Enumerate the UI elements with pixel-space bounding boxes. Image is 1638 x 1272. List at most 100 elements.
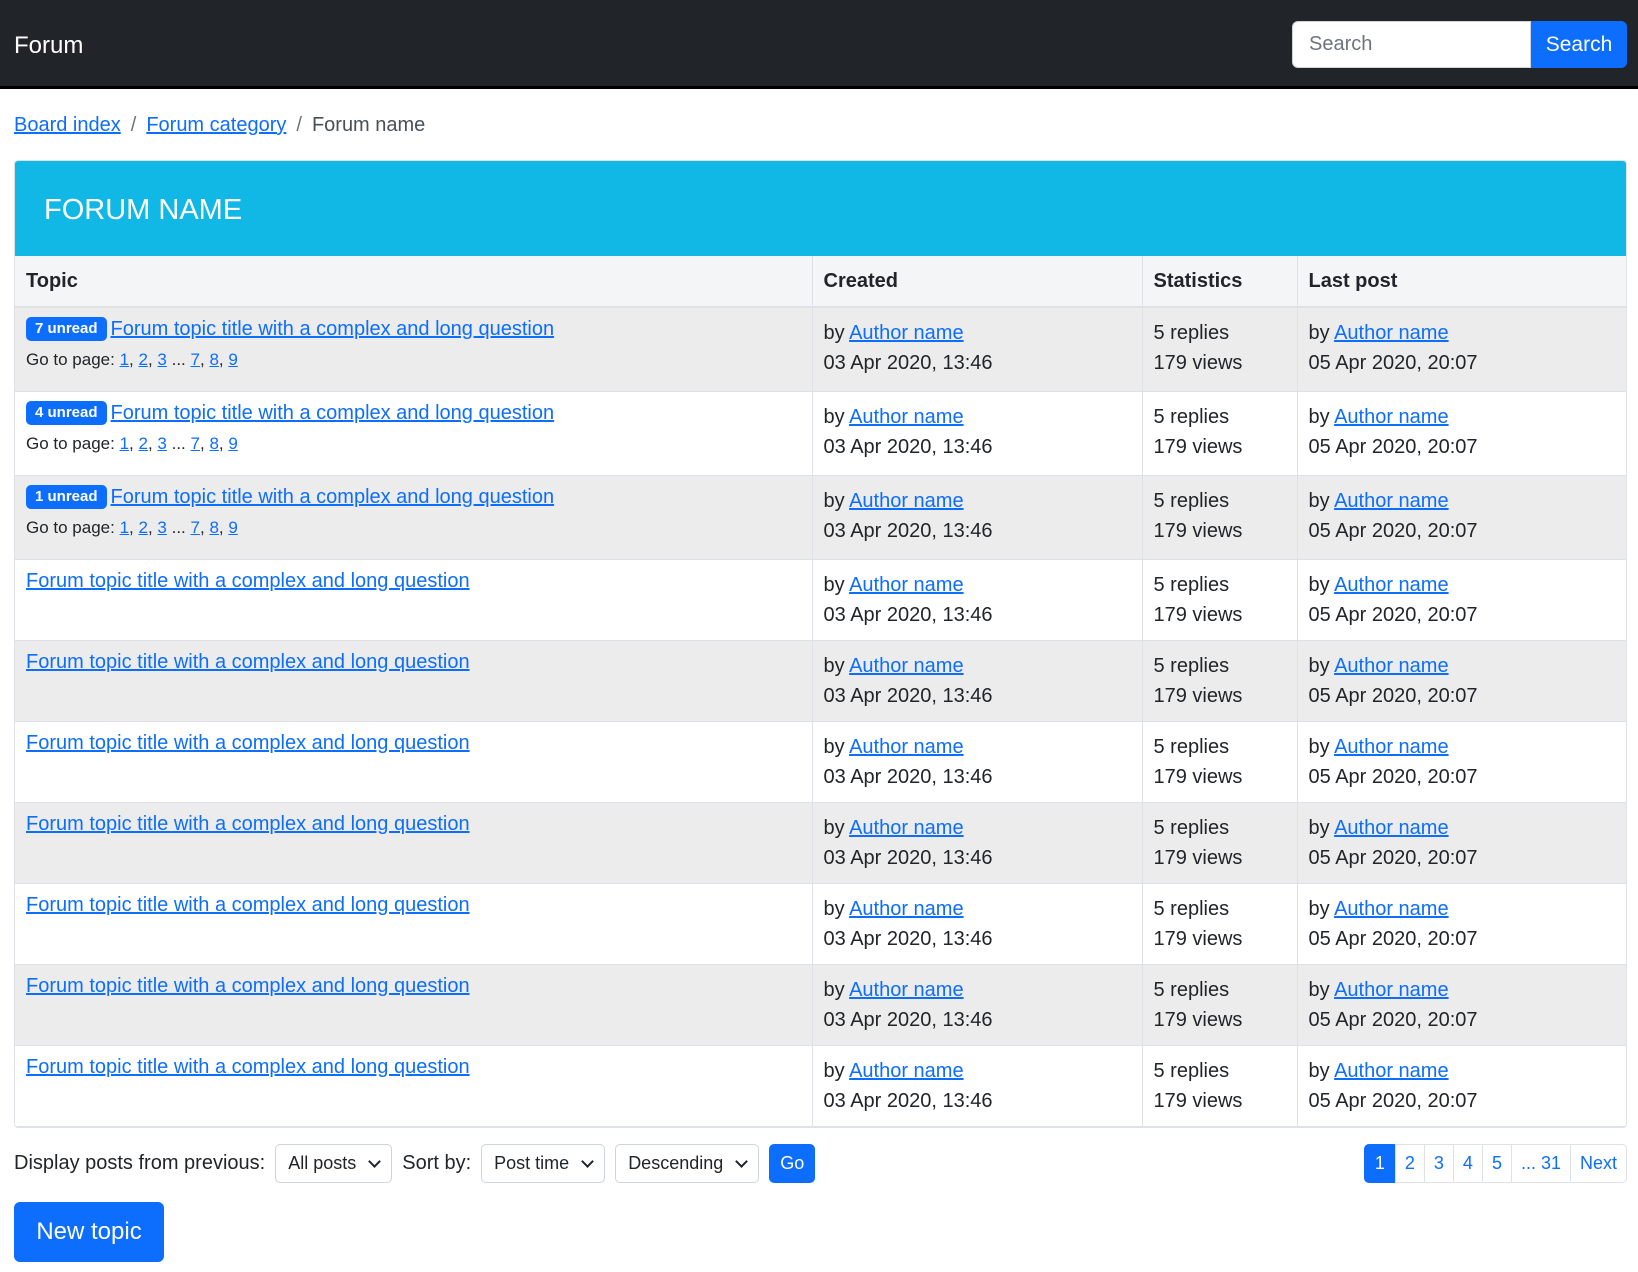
- topic-title-link[interactable]: Forum topic title with a complex and lon…: [26, 974, 470, 997]
- topic-title-link[interactable]: Forum topic title with a complex and lon…: [26, 731, 470, 754]
- last-post-cell: by Author name 05 Apr 2020, 20:07: [1297, 1045, 1626, 1127]
- last-post-date: 05 Apr 2020, 20:07: [1308, 1008, 1478, 1031]
- new-topic-button[interactable]: New topic: [14, 1202, 164, 1262]
- by-label: by: [823, 573, 845, 596]
- page-2[interactable]: 2: [1394, 1144, 1425, 1183]
- created-cell: by Author name 03 Apr 2020, 13:46: [812, 721, 1143, 803]
- created-date: 03 Apr 2020, 13:46: [823, 352, 993, 374]
- goto-page-link[interactable]: 7: [190, 433, 200, 453]
- page-5[interactable]: 5: [1481, 1144, 1512, 1183]
- display-label: Display posts from previous:: [14, 1152, 266, 1174]
- replies-count: 5 replies: [1153, 735, 1230, 758]
- author-link[interactable]: Author name: [849, 489, 964, 512]
- topic-title-link[interactable]: Forum topic title with a complex and lon…: [26, 569, 470, 592]
- page-3[interactable]: 3: [1423, 1144, 1454, 1183]
- last-author-link[interactable]: Author name: [1334, 322, 1449, 344]
- by-label: by: [1308, 489, 1330, 512]
- topic-title-link[interactable]: Forum topic title with a complex and lon…: [26, 893, 470, 916]
- author-link[interactable]: Author name: [849, 897, 964, 920]
- goto-page-link[interactable]: 8: [209, 517, 219, 537]
- topic-cell: Forum topic title with a complex and lon…: [15, 640, 813, 722]
- select-value: Post time: [494, 1153, 570, 1173]
- author-link[interactable]: Author name: [849, 816, 964, 839]
- topic-title-link[interactable]: Forum topic title with a complex and lon…: [26, 650, 470, 673]
- goto-page-link[interactable]: 2: [138, 350, 148, 369]
- topic-title-link[interactable]: Forum topic title with a complex and lon…: [110, 485, 555, 508]
- goto-page-link[interactable]: 3: [157, 517, 167, 537]
- goto-page-link[interactable]: 9: [228, 517, 238, 537]
- views-count: 179 views: [1153, 603, 1243, 626]
- author-link[interactable]: Author name: [849, 978, 964, 1001]
- last-author-link[interactable]: Author name: [1334, 405, 1449, 428]
- search-input[interactable]: [1292, 21, 1531, 68]
- last-post-date: 05 Apr 2020, 20:07: [1308, 1089, 1478, 1112]
- last-author-link[interactable]: Author name: [1334, 735, 1449, 758]
- last-author-link[interactable]: Author name: [1334, 489, 1449, 512]
- page-last[interactable]: ... 31: [1510, 1144, 1571, 1183]
- goto-page-link[interactable]: 8: [209, 433, 219, 453]
- author-link[interactable]: Author name: [849, 322, 964, 344]
- replies-count: 5 replies: [1153, 405, 1230, 428]
- goto-page-link[interactable]: 1: [119, 350, 130, 369]
- sort-label: Sort by:: [402, 1152, 472, 1174]
- sort-by-select[interactable]: Post time: [481, 1144, 606, 1183]
- breadcrumb-board-index[interactable]: Board index: [14, 114, 121, 136]
- goto-page-link[interactable]: 3: [157, 350, 167, 369]
- statistics-cell: 5 replies 179 views: [1142, 721, 1298, 803]
- search-button[interactable]: Search: [1531, 21, 1627, 68]
- last-author-link[interactable]: Author name: [1334, 1059, 1449, 1082]
- goto-page-link[interactable]: 9: [228, 433, 238, 453]
- author-link[interactable]: Author name: [849, 735, 964, 758]
- goto-page-link[interactable]: 8: [209, 350, 219, 369]
- last-author-link[interactable]: Author name: [1334, 573, 1449, 596]
- replies-count: 5 replies: [1153, 489, 1230, 512]
- last-author-link[interactable]: Author name: [1334, 816, 1449, 839]
- last-author-link[interactable]: Author name: [1334, 978, 1449, 1001]
- views-count: 179 views: [1153, 1089, 1243, 1112]
- author-link[interactable]: Author name: [849, 573, 964, 596]
- sort-order-select[interactable]: Descending: [615, 1144, 760, 1183]
- page-4[interactable]: 4: [1452, 1144, 1483, 1183]
- topic-title-link[interactable]: Forum topic title with a complex and lon…: [26, 1055, 470, 1078]
- topic-title-link[interactable]: Forum topic title with a complex and lon…: [110, 401, 555, 424]
- views-count: 179 views: [1153, 352, 1243, 374]
- goto-page-link[interactable]: 2: [138, 517, 148, 537]
- last-post-cell: by Author name 05 Apr 2020, 20:07: [1297, 307, 1626, 392]
- statistics-cell: 5 replies 179 views: [1142, 802, 1298, 884]
- views-count: 179 views: [1153, 765, 1243, 788]
- author-link[interactable]: Author name: [849, 1059, 964, 1082]
- table-row: Forum topic title with a complex and lon…: [15, 802, 1626, 884]
- go-button[interactable]: Go: [769, 1144, 816, 1183]
- header-topic: Topic: [15, 256, 813, 308]
- author-link[interactable]: Author name: [849, 654, 964, 677]
- breadcrumb-forum-category[interactable]: Forum category: [146, 114, 287, 136]
- goto-page-link[interactable]: 1: [119, 517, 130, 537]
- last-author-link[interactable]: Author name: [1334, 897, 1449, 920]
- replies-count: 5 replies: [1153, 322, 1230, 344]
- display-posts-select[interactable]: All posts: [275, 1144, 393, 1183]
- breadcrumb: Board index / Forum category / Forum name: [14, 114, 425, 137]
- statistics-cell: 5 replies 179 views: [1142, 964, 1298, 1046]
- by-label: by: [1308, 573, 1330, 596]
- author-link[interactable]: Author name: [849, 405, 964, 428]
- brand-logo[interactable]: Forum: [14, 32, 84, 59]
- page-1[interactable]: 1: [1363, 1144, 1396, 1183]
- topic-title-link[interactable]: Forum topic title with a complex and lon…: [26, 812, 470, 835]
- last-author-link[interactable]: Author name: [1334, 654, 1449, 677]
- topic-title-link[interactable]: Forum topic title with a complex and lon…: [110, 318, 555, 340]
- goto-label: Go to page:: [26, 433, 115, 453]
- last-post-cell: by Author name 05 Apr 2020, 20:07: [1297, 883, 1626, 965]
- goto-page-link[interactable]: 7: [190, 350, 200, 369]
- search-form: Search: [1292, 21, 1627, 68]
- forum-title: FORUM NAME: [15, 161, 1626, 256]
- goto-page-link[interactable]: 9: [228, 350, 238, 369]
- goto-page-link[interactable]: 1: [119, 433, 130, 453]
- created-cell: by Author name 03 Apr 2020, 13:46: [812, 391, 1143, 476]
- goto-page-link[interactable]: 3: [157, 433, 167, 453]
- views-count: 179 views: [1153, 927, 1243, 950]
- next-page-button[interactable]: Next: [1569, 1144, 1627, 1183]
- goto-page-link[interactable]: 7: [190, 517, 200, 537]
- table-row: Forum topic title with a complex and lon…: [15, 559, 1626, 641]
- goto-label: Go to page:: [26, 350, 115, 369]
- goto-page-link[interactable]: 2: [138, 433, 148, 453]
